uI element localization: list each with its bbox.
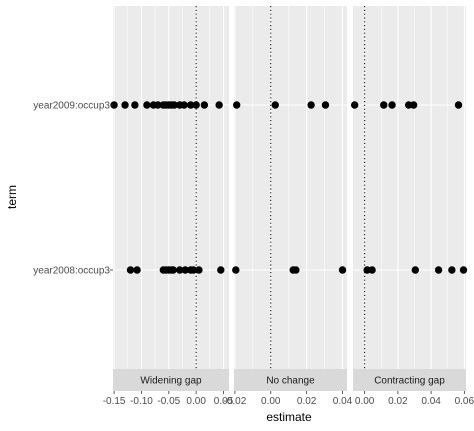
facet-strip-label: Widening gap [140, 376, 202, 387]
data-point [217, 266, 225, 274]
data-point [321, 101, 330, 109]
data-point [169, 266, 177, 274]
x-tick-label: -0.02 [223, 396, 246, 407]
x-tick-label: 0.06 [455, 396, 474, 407]
y-axis-title: term [5, 185, 19, 209]
x-tick-label: 0.04 [421, 396, 441, 407]
data-point [232, 266, 240, 274]
data-point [411, 266, 420, 274]
data-point [131, 101, 139, 109]
data-point [181, 266, 189, 274]
x-tick-label: 0.02 [297, 396, 317, 407]
facet-panel: No change -0.02 0.00 0.02 0.04 [223, 6, 353, 407]
x-tick-label: 0.00 [261, 396, 281, 407]
data-point [350, 101, 359, 109]
data-point [307, 101, 315, 109]
x-tick-label: 0.02 [388, 396, 408, 407]
data-point [170, 101, 178, 109]
data-point [232, 101, 241, 109]
data-point [192, 101, 200, 109]
data-point [388, 101, 396, 109]
panel-background [234, 6, 347, 369]
data-point [434, 266, 443, 274]
x-tick-label: -0.15 [103, 396, 126, 407]
data-point [186, 101, 195, 109]
facet-strip [234, 369, 347, 391]
data-point [195, 266, 203, 274]
data-point [380, 101, 388, 109]
facet-panel: Contracting gap 0.00 0.02 0.04 0.06 [350, 6, 474, 407]
data-point [368, 266, 376, 274]
y-tick-label: year2008:occup3 [33, 266, 110, 277]
x-axis-title: estimate [266, 410, 312, 424]
data-point [176, 266, 184, 274]
data-point [215, 101, 223, 109]
data-point [271, 101, 279, 109]
data-point [459, 266, 468, 274]
data-point [133, 266, 141, 274]
x-tick-label: 0.04 [333, 396, 353, 407]
facet-panel: Widening gap -0.15 -0.10 -0.05 0.00 0.05 [103, 6, 234, 407]
facet-strip-label: No change [266, 376, 315, 387]
x-tick-label: 0.00 [186, 396, 206, 407]
y-tick-label: year2009:occup3 [33, 101, 110, 112]
data-point [409, 101, 418, 109]
data-point [126, 266, 135, 274]
panel-background [353, 6, 466, 369]
facet-strip [113, 369, 229, 391]
x-tick-label: -0.10 [130, 396, 153, 407]
data-point [110, 101, 118, 109]
data-point [180, 101, 188, 109]
y-tick-labels: year2009:occup3 year2008:occup3 [33, 101, 113, 277]
data-point [448, 266, 456, 274]
x-tick-label: -0.05 [157, 396, 180, 407]
panel-background [113, 6, 229, 369]
data-point [338, 266, 347, 274]
x-tick-label: 0.00 [355, 396, 375, 407]
data-point [189, 266, 198, 274]
data-point [121, 101, 129, 109]
data-point [292, 266, 300, 274]
data-point [200, 101, 209, 109]
facet-strip [353, 369, 466, 391]
facet-strip-label: Contracting gap [374, 376, 445, 387]
x-tick-label: 0.05 [214, 396, 234, 407]
data-point [154, 101, 162, 109]
data-point [454, 101, 463, 109]
data-point [143, 101, 151, 109]
